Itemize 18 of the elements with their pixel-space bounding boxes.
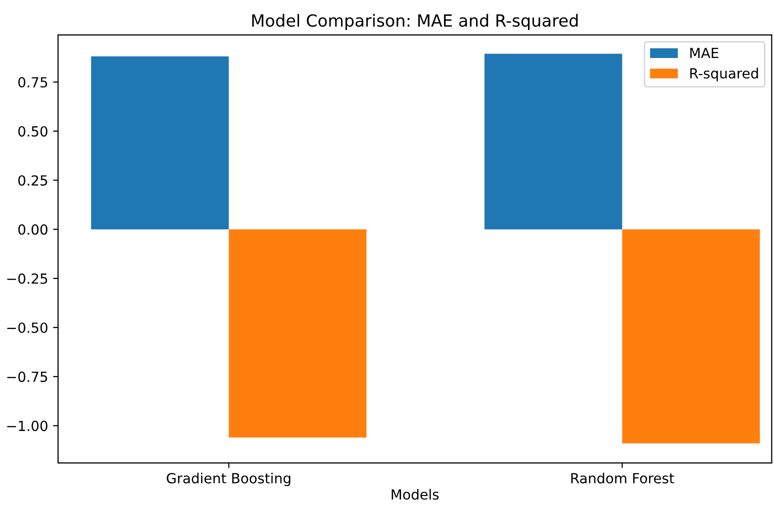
y-tick-label: −0.75 [7,372,48,382]
y-tick-label: −0.50 [7,322,48,333]
bar [91,56,229,230]
y-tick-label: 0.00 [18,224,48,235]
y-tick-label: 0.75 [18,77,48,88]
chart-title: Model Comparison: MAE and R-squared [252,14,578,30]
y-tick-label: −0.25 [7,273,48,284]
bar [622,229,760,444]
y-tick-label: 0.25 [18,175,48,186]
legend-label: MAE [690,48,718,58]
x-tick-label: Gradient Boosting [166,472,290,486]
bar [484,54,622,230]
bar [228,229,366,438]
x-axis-title: Models [392,488,439,500]
legend-label: R-squared [690,68,758,82]
x-tick-label: Random Forest [571,472,674,484]
y-tick-label: −1.00 [7,420,48,432]
y-tick-label: 0.50 [18,126,48,137]
